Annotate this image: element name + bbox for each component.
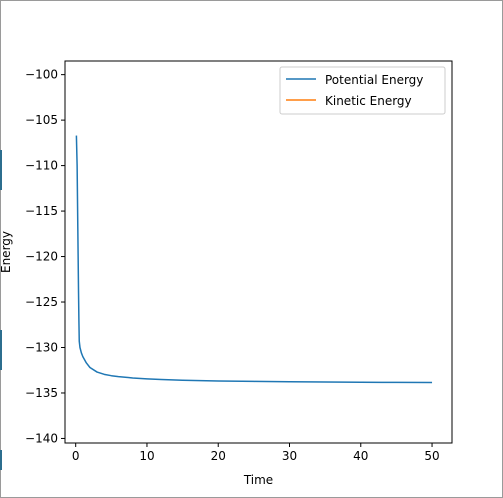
y-tick-label: −130 xyxy=(25,341,58,355)
x-tick-label: 10 xyxy=(139,449,154,463)
y-tick-label: −100 xyxy=(25,68,58,82)
y-tick-label: −115 xyxy=(25,204,58,218)
x-axis: 0 10 20 30 40 50 xyxy=(72,443,440,463)
y-tick-label: −125 xyxy=(25,295,58,309)
x-tick-label: 30 xyxy=(282,449,297,463)
x-tick-label: 0 xyxy=(72,449,80,463)
x-tick-label: 40 xyxy=(353,449,368,463)
x-tick-label: 20 xyxy=(211,449,226,463)
legend-box xyxy=(279,66,446,115)
x-tick-label: 50 xyxy=(424,449,439,463)
left-edge-strip xyxy=(0,330,2,370)
y-tick-label: −105 xyxy=(25,113,58,127)
series-line-potential-energy xyxy=(75,135,433,384)
legend-label-potential-energy: Potential Energy xyxy=(325,73,423,87)
plot-area xyxy=(64,60,453,444)
left-edge-strip xyxy=(0,450,2,470)
y-axis-label: Energy xyxy=(0,231,13,273)
y-tick-label: −120 xyxy=(25,250,58,264)
y-tick-label: −135 xyxy=(25,386,58,400)
y-tick-label: −110 xyxy=(25,159,58,173)
left-edge-strip xyxy=(0,150,2,190)
x-axis-label: Time xyxy=(243,473,273,487)
series-layer xyxy=(75,135,433,384)
y-tick-label: −140 xyxy=(25,431,58,445)
y-axis: −100 −105 −110 −115 −120 −125 −130 −135 −140 xyxy=(25,68,65,445)
legend-label-kinetic-energy: Kinetic Energy xyxy=(325,94,412,108)
legend: Potential Energy Kinetic Energy xyxy=(279,66,446,115)
